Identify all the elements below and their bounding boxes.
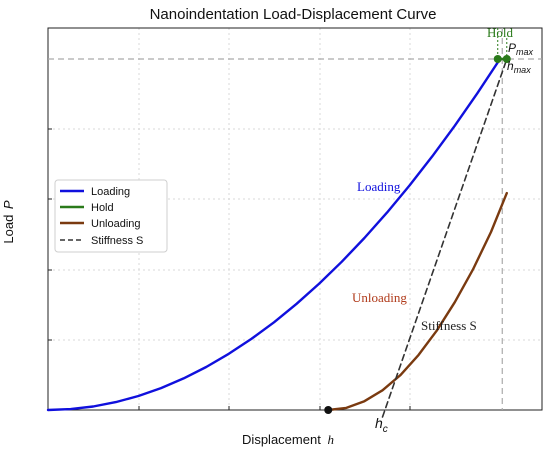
- hold-annotation: Hold: [487, 25, 514, 40]
- legend-box: [54, 179, 168, 253]
- pmax-annotation: Pmax: [508, 41, 534, 57]
- unloading-curve: [327, 191, 508, 412]
- y-axis-label: Load P: [1, 200, 16, 244]
- marker-layer: [324, 55, 511, 414]
- axis-ticks: [48, 128, 411, 410]
- plot-frame: [47, 27, 543, 411]
- hold-start-marker: [493, 55, 502, 63]
- residual-depth-marker: [324, 406, 333, 414]
- hc-annotation: hc: [375, 415, 388, 435]
- unloading-annotation: Unloading: [352, 290, 407, 305]
- loading-annotation: Loading: [357, 179, 401, 194]
- legend: Loading Hold Unloading Stiffness S: [54, 179, 168, 253]
- chart-title: Nanoindentation Load-Displacement Curve: [150, 6, 437, 23]
- x-axis-label: Displacement h: [242, 432, 334, 447]
- hmax-annotation: hmax: [507, 59, 531, 75]
- stiffness-line: [381, 58, 508, 418]
- legend-label-loading: Loading: [91, 186, 130, 198]
- stiffness-annotation: Stiffness S: [421, 318, 477, 333]
- legend-label-stiffness: Stiffness S: [91, 235, 143, 247]
- legend-label-unloading: Unloading: [91, 218, 141, 230]
- loading-curve: [46, 57, 502, 412]
- hold-end-marker: [502, 55, 511, 63]
- legend-label-hold: Hold: [91, 202, 114, 214]
